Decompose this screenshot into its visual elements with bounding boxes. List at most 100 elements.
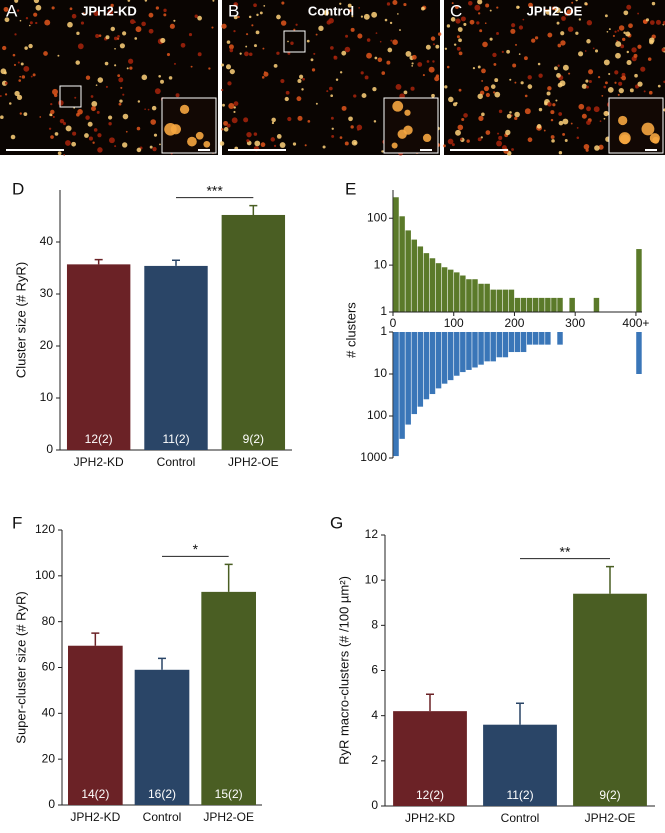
signal-spot [381,71,386,75]
signal-spot [637,12,640,15]
signal-spot [481,68,486,74]
signal-spot [95,34,100,39]
signal-spot [113,36,118,41]
signal-spot [603,117,606,120]
signal-spot [614,81,617,84]
signal-spot [90,106,96,112]
signal-spot [643,90,646,93]
signal-spot [137,100,141,103]
signal-spot [615,41,622,48]
signal-spot [48,127,52,130]
signal-spot [122,142,128,148]
inset-spot [618,132,631,145]
signal-spot [72,131,77,136]
signal-spot [302,77,305,81]
signal-spot [558,112,563,116]
signal-spot [341,105,347,111]
signal-spot [323,10,330,16]
signal-spot [50,109,55,115]
signal-spot [228,44,234,50]
signal-spot [197,15,202,21]
signal-spot [271,121,275,125]
bar-label: 9(2) [243,432,264,446]
signal-spot [57,54,60,57]
signal-spot [458,38,462,43]
inset [608,97,664,154]
bar [134,669,190,805]
histogram-bar [399,216,405,312]
signal-spot [586,85,589,89]
signal-spot [431,93,435,98]
histogram-bar [484,332,490,362]
x-tick-label: 100 [444,316,464,330]
y-tick-label: 4 [371,708,378,722]
signal-spot [417,62,423,67]
signal-spot [339,136,343,139]
signal-spot [65,140,71,146]
histogram-bar [593,297,600,312]
signal-spot [33,12,38,17]
signal-spot [20,62,24,66]
error-bar [516,702,524,725]
signal-spot [536,124,542,129]
signal-spot [221,128,224,131]
signal-spot [264,71,266,74]
signal-spot [229,68,235,75]
signal-spot [476,21,480,25]
histogram-bar [466,279,472,312]
signal-spot [197,52,202,57]
signal-spot [640,66,646,72]
histogram-bar [508,332,515,353]
signal-spot [405,51,412,57]
y-tick-label: 20 [42,751,56,765]
signal-spot [581,113,587,119]
image-title: Control [308,3,354,18]
signal-spot [134,37,138,40]
signal-spot [339,71,343,74]
signal-spot [98,34,102,37]
signal-spot [237,15,240,19]
histogram-bar [508,289,515,312]
signal-spot [107,9,114,15]
histogram-bar [393,332,399,457]
signal-spot [57,151,62,156]
signal-spot [281,1,285,5]
signal-spot [492,52,497,58]
signal-spot [226,40,231,44]
signal-spot [330,116,334,120]
signal-spot [0,95,2,98]
signal-spot [295,23,298,26]
x-tick-label: JPH2-OE [228,455,279,469]
signal-spot [97,77,104,83]
signal-spot [347,3,352,8]
signal-spot [472,66,476,70]
bar-label: 14(2) [81,787,109,801]
error-bar [224,563,233,592]
significance-label: ** [560,543,571,559]
signal-spot [515,43,517,46]
error-bar [172,259,180,266]
image-title: JPH2-KD [81,3,137,18]
roi-box [59,85,82,108]
signal-spot [558,120,564,126]
signal-spot [9,102,12,105]
signal-spot [554,7,561,13]
signal-spot [527,137,533,143]
error-bar [426,693,434,712]
signal-spot [631,47,637,53]
signal-spot [461,117,465,122]
histogram-bar [520,297,527,312]
signal-spot [154,88,161,95]
signal-spot [119,43,125,49]
y-axis-label: RyR macro-clusters (# /100 µm²) [336,576,351,765]
signal-spot [118,102,122,106]
signal-spot [43,51,48,56]
x-tick-label: Control [143,810,182,824]
signal-spot [455,129,461,136]
signal-spot [621,75,627,81]
signal-spot [71,141,77,147]
signal-spot [518,53,521,55]
signal-spot [399,29,401,32]
signal-spot [381,150,384,153]
signal-spot [122,31,127,36]
